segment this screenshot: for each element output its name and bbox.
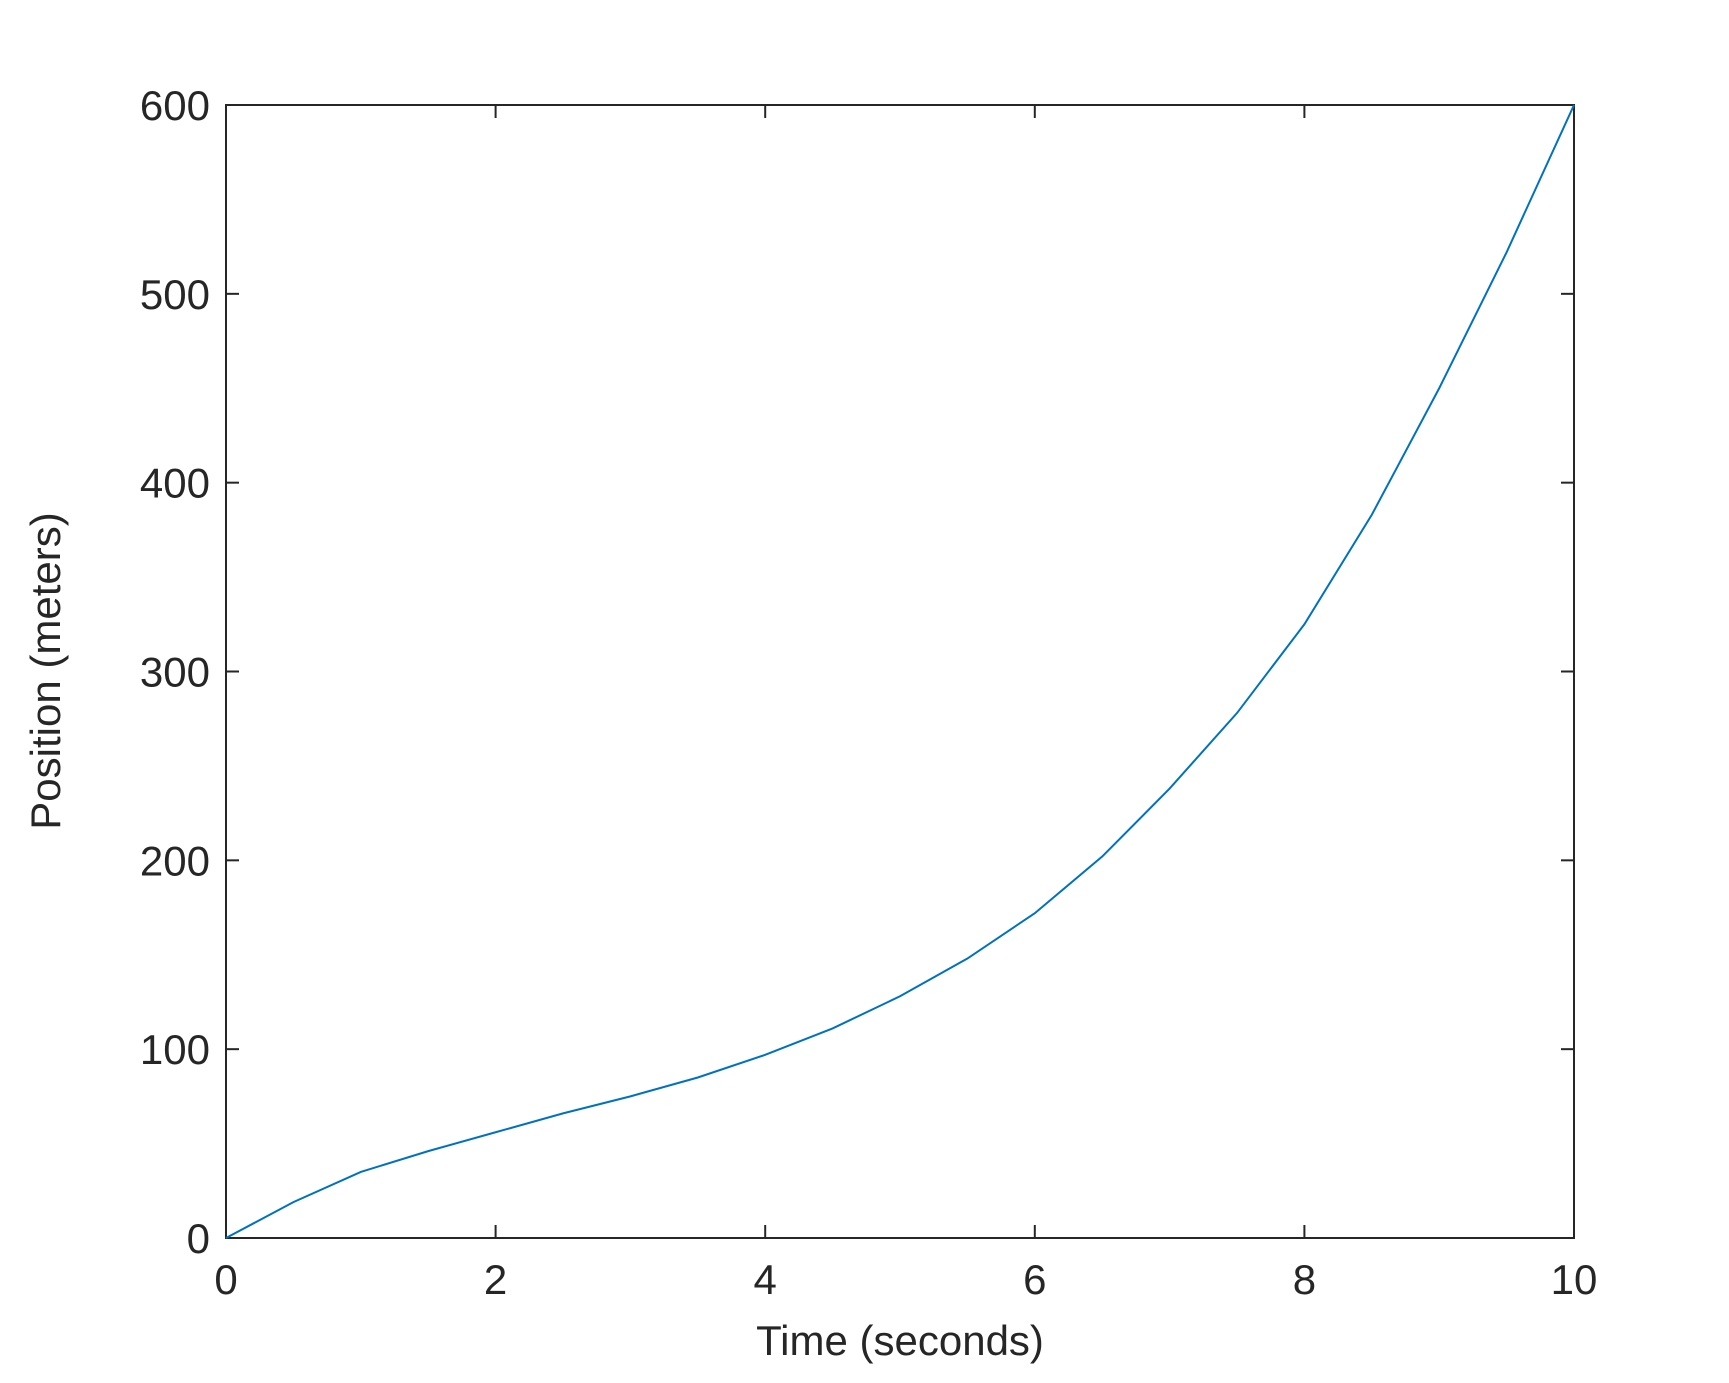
y-axis-label: Position (meters) bbox=[22, 512, 69, 829]
line bbox=[225, 104, 1575, 1239]
y-tick-label: 100 bbox=[140, 1026, 210, 1073]
x-tick-label: 8 bbox=[1293, 1256, 1316, 1303]
x-tick-label: 2 bbox=[484, 1256, 507, 1303]
x-tick-label: 10 bbox=[1551, 1256, 1598, 1303]
y-tick-label: 400 bbox=[140, 460, 210, 507]
y-tick-label: 300 bbox=[140, 649, 210, 696]
y-tick-label: 500 bbox=[140, 271, 210, 318]
x-axis-label: Time (seconds) bbox=[756, 1317, 1044, 1364]
x-tick-label: 4 bbox=[754, 1256, 777, 1303]
y-tick-label: 200 bbox=[140, 837, 210, 884]
y-tick-label: 600 bbox=[140, 82, 210, 129]
plot-area bbox=[225, 104, 1575, 1239]
x-tick-label: 0 bbox=[214, 1256, 237, 1303]
x-tick-label: 6 bbox=[1023, 1256, 1046, 1303]
y-tick-label: 0 bbox=[187, 1215, 210, 1262]
